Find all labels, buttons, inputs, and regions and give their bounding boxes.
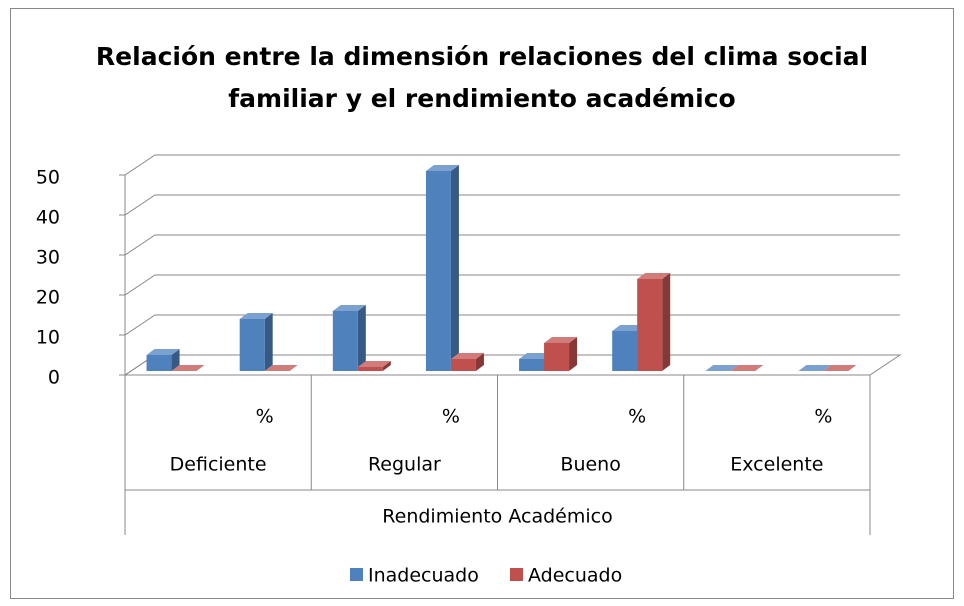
- bar: [332, 311, 358, 371]
- bar-top: [730, 365, 764, 371]
- bar-top: [705, 365, 739, 371]
- bar-top: [264, 365, 298, 371]
- bar: [450, 359, 476, 371]
- bar-top: [332, 305, 366, 311]
- group-label: Excelente: [730, 454, 823, 476]
- grid-line: [124, 274, 900, 296]
- bar-top: [519, 353, 553, 359]
- grid-line: [124, 234, 900, 256]
- y-tick-label: 40: [36, 207, 60, 229]
- bar-top: [146, 349, 180, 355]
- bar-top: [425, 165, 459, 171]
- y-tick-label: 20: [36, 287, 60, 309]
- x-tick-label: %: [442, 406, 460, 428]
- chart-frame: [10, 8, 954, 599]
- bar-side: [382, 361, 391, 371]
- bar-side: [171, 349, 180, 371]
- y-tick-label: 10: [36, 327, 60, 349]
- bar: [425, 171, 451, 371]
- grid-line: [124, 154, 900, 176]
- grid-line: [124, 194, 900, 216]
- bar: [239, 319, 265, 371]
- bar: [637, 279, 663, 371]
- x-axis-title: Rendimiento Académico: [382, 506, 612, 528]
- bar-top: [450, 353, 484, 359]
- bar-side: [450, 165, 459, 371]
- x-tick-label: %: [256, 406, 274, 428]
- legend-label: Adecuado: [528, 565, 622, 587]
- chart-title-line2: familiar y el rendimiento académico: [228, 84, 735, 113]
- bar-top: [239, 313, 273, 319]
- bar: [357, 367, 383, 371]
- bar-side: [662, 273, 671, 371]
- bar-top: [823, 365, 857, 371]
- x-tick-label: %: [628, 406, 646, 428]
- y-tick-label: 50: [36, 167, 60, 189]
- group-label: Regular: [368, 454, 441, 476]
- legend-swatch: [350, 568, 363, 581]
- bar-top: [357, 361, 391, 367]
- y-tick-label: 30: [36, 247, 60, 269]
- bar: [612, 331, 638, 371]
- bar-top: [171, 365, 205, 371]
- y-tick-label: 0: [48, 367, 60, 389]
- bar-top: [798, 365, 832, 371]
- legend-swatch: [510, 568, 523, 581]
- group-label: Deficiente: [170, 454, 267, 476]
- bar-top: [612, 325, 646, 331]
- bar: [146, 355, 172, 371]
- bar-side: [357, 305, 366, 371]
- bar-top: [637, 273, 671, 279]
- bar-top: [544, 337, 578, 343]
- bar: [519, 359, 545, 371]
- bar-side: [569, 337, 578, 371]
- bar-side: [264, 313, 273, 371]
- chart-title: Relación entre la dimensión relaciones d…: [96, 42, 868, 71]
- bar: [544, 343, 570, 371]
- x-tick-label: %: [814, 406, 832, 428]
- group-label: Bueno: [560, 454, 620, 476]
- legend-label: Inadecuado: [368, 565, 479, 587]
